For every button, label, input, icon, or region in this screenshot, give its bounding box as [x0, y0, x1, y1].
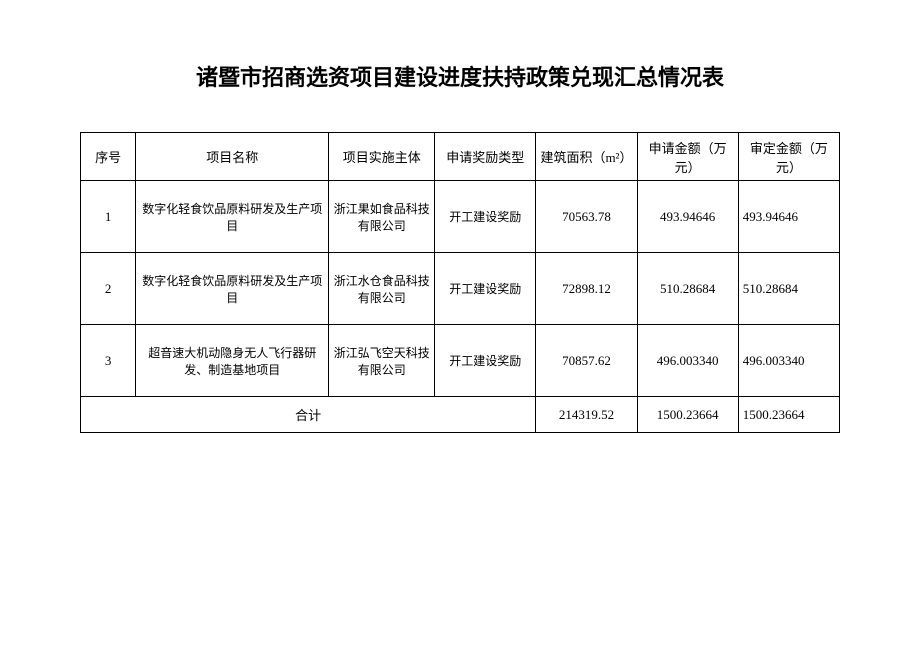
total-area: 214319.52	[536, 397, 637, 433]
cell-seq: 3	[81, 325, 136, 397]
cell-approve: 493.94646	[738, 181, 839, 253]
summary-table: 序号 项目名称 项目实施主体 申请奖励类型 建筑面积（m²） 申请金额（万元） …	[80, 132, 840, 433]
total-approve: 1500.23664	[738, 397, 839, 433]
col-header-type: 申请奖励类型	[435, 133, 536, 181]
cell-seq: 1	[81, 181, 136, 253]
cell-approve: 496.003340	[738, 325, 839, 397]
cell-apply: 510.28684	[637, 253, 738, 325]
cell-type: 开工建设奖励	[435, 181, 536, 253]
cell-apply: 496.003340	[637, 325, 738, 397]
cell-area: 72898.12	[536, 253, 637, 325]
col-header-seq: 序号	[81, 133, 136, 181]
cell-area: 70563.78	[536, 181, 637, 253]
cell-entity: 浙江弘飞空天科技有限公司	[329, 325, 435, 397]
table-total-row: 合计 214319.52 1500.23664 1500.23664	[81, 397, 840, 433]
col-header-area: 建筑面积（m²）	[536, 133, 637, 181]
cell-entity: 浙江水仓食品科技有限公司	[329, 253, 435, 325]
cell-type: 开工建设奖励	[435, 325, 536, 397]
cell-type: 开工建设奖励	[435, 253, 536, 325]
table-row: 3 超音速大机动隐身无人飞行器研发、制造基地项目 浙江弘飞空天科技有限公司 开工…	[81, 325, 840, 397]
cell-name: 数字化轻食饮品原料研发及生产项目	[136, 181, 329, 253]
cell-name: 数字化轻食饮品原料研发及生产项目	[136, 253, 329, 325]
total-apply: 1500.23664	[637, 397, 738, 433]
page-title: 诸暨市招商选资项目建设进度扶持政策兑现汇总情况表	[80, 60, 840, 92]
col-header-approve: 审定金额（万元）	[738, 133, 839, 181]
col-header-apply: 申请金额（万元）	[637, 133, 738, 181]
cell-name: 超音速大机动隐身无人飞行器研发、制造基地项目	[136, 325, 329, 397]
table-header-row: 序号 项目名称 项目实施主体 申请奖励类型 建筑面积（m²） 申请金额（万元） …	[81, 133, 840, 181]
col-header-name: 项目名称	[136, 133, 329, 181]
cell-entity: 浙江果如食品科技有限公司	[329, 181, 435, 253]
total-label: 合计	[81, 397, 536, 433]
cell-seq: 2	[81, 253, 136, 325]
cell-approve: 510.28684	[738, 253, 839, 325]
table-row: 1 数字化轻食饮品原料研发及生产项目 浙江果如食品科技有限公司 开工建设奖励 7…	[81, 181, 840, 253]
col-header-entity: 项目实施主体	[329, 133, 435, 181]
table-row: 2 数字化轻食饮品原料研发及生产项目 浙江水仓食品科技有限公司 开工建设奖励 7…	[81, 253, 840, 325]
cell-apply: 493.94646	[637, 181, 738, 253]
cell-area: 70857.62	[536, 325, 637, 397]
